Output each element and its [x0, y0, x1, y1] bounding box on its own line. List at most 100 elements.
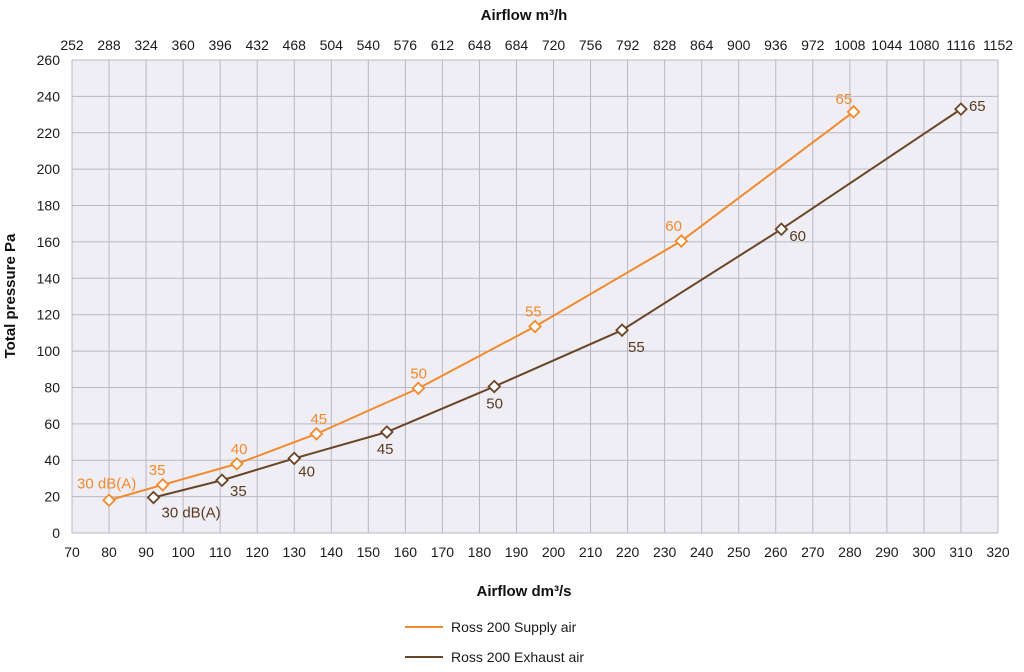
legend-item-supply-air: Ross 200 Supply air: [405, 612, 705, 642]
y-tick-label: 20: [44, 489, 60, 505]
y-tick-label: 80: [44, 379, 60, 395]
top-tick-label: 936: [764, 37, 788, 53]
grid: [71, 59, 999, 534]
x-axis-title: Airflow dm³/s: [476, 583, 571, 600]
x-tick-label: 240: [690, 544, 714, 560]
x-tick-label: 230: [653, 544, 677, 560]
x-tick-label: 270: [801, 544, 825, 560]
top-tick-label: 720: [542, 37, 566, 53]
data-point-supply-air: [674, 234, 689, 248]
top-tick-label: 612: [431, 37, 455, 53]
data-label-exhaust-air: 30 dB(A): [161, 505, 220, 522]
y-tick-label: 220: [37, 125, 61, 141]
data-point-exhaust-air: [379, 425, 394, 439]
x-tick-label: 260: [764, 544, 788, 560]
legend-label-exhaust-air: Ross 200 Exhaust air: [451, 649, 585, 665]
x-tick-label: 160: [394, 544, 418, 560]
x-tick-label: 90: [138, 544, 154, 560]
top-tick-label: 288: [97, 37, 121, 53]
legend-label-supply-air: Ross 200 Supply air: [451, 619, 577, 635]
y-tick-label: 60: [44, 416, 60, 432]
top-tick-label: 252: [60, 37, 84, 53]
data-label-supply-air: 30 dB(A): [77, 475, 136, 492]
y-tick-label: 200: [37, 161, 61, 177]
data-point-exhaust-air: [954, 102, 968, 117]
y-tick-label: 240: [37, 88, 61, 104]
x-tick-label: 130: [283, 544, 307, 560]
series-line-supply-air: [108, 111, 855, 502]
series-exhaust-air: 30 dB(A) 35 40 45 50 55 60 65: [146, 98, 986, 522]
data-label-exhaust-air: 35: [230, 483, 247, 500]
y-tick-label: 0: [52, 525, 60, 541]
y-tick-label: 40: [44, 452, 60, 468]
top-tick-label: 864: [690, 37, 714, 53]
x-tick-label: 300: [912, 544, 936, 560]
chart: 70 80 90 100 110 120 130 140 150 160 170 180 190 200 2…: [2, 7, 1013, 600]
top-tick-label: 792: [616, 37, 640, 53]
y-tick-label: 260: [37, 52, 61, 68]
y-axis-title: Total pressure Pa: [2, 233, 19, 358]
x-axis-ticks: 70 80 90 100 110 120 130 140 150 160 170 180 190 200 2…: [64, 544, 1010, 560]
data-label-supply-air: 55: [525, 304, 542, 321]
y-tick-label: 100: [37, 343, 61, 359]
data-label-supply-air: 40: [231, 441, 248, 458]
x-tick-label: 150: [357, 544, 381, 560]
series-layer: 30 dB(A) 35 40 45 50 55 60 65 30 dB(A) 35 40 45 50 55…: [77, 91, 986, 522]
data-label-exhaust-air: 45: [377, 441, 394, 458]
top-tick-label: 396: [208, 37, 232, 53]
x-tick-label: 190: [505, 544, 529, 560]
data-point-supply-air: [102, 493, 116, 508]
data-point-supply-air: [846, 104, 861, 119]
data-point-supply-air: [309, 426, 324, 441]
x-tick-label: 310: [949, 544, 973, 560]
data-point-exhaust-air: [487, 379, 502, 394]
x-tick-label: 100: [171, 544, 195, 560]
top-tick-label: 684: [505, 37, 529, 53]
data-point-supply-air: [229, 456, 244, 471]
data-point-supply-air: [411, 381, 426, 396]
y-tick-label: 160: [37, 234, 61, 250]
data-point-exhaust-air: [287, 451, 302, 466]
x-tick-label: 200: [542, 544, 566, 560]
top-tick-label: 1044: [871, 37, 902, 53]
top-tick-label: 432: [246, 37, 270, 53]
top-axis-ticks: 252 288 324 360 396 432 468 504 540 576 612 648 684 7…: [60, 37, 1013, 53]
x-tick-label: 210: [579, 544, 603, 560]
data-label-supply-air: 60: [665, 218, 682, 235]
legend: Ross 200 Supply air Ross 200 Exhaust air: [405, 612, 705, 672]
top-tick-label: 324: [134, 37, 158, 53]
top-tick-label: 1008: [834, 37, 865, 53]
top-tick-label: 504: [320, 37, 344, 53]
x-tick-label: 220: [616, 544, 640, 560]
data-label-exhaust-air: 65: [969, 98, 986, 115]
data-label-supply-air: 50: [410, 365, 427, 382]
top-tick-label: 648: [468, 37, 492, 53]
top-tick-label: 468: [283, 37, 307, 53]
x-tick-label: 280: [838, 544, 862, 560]
top-tick-label: 576: [394, 37, 418, 53]
data-point-exhaust-air: [146, 490, 161, 505]
data-label-supply-air: 35: [149, 462, 166, 479]
y-axis-ticks: 0 20 40 60 80 100 120 140 160 180 200 220 240 260: [37, 52, 61, 541]
top-tick-label: 828: [653, 37, 677, 53]
x-tick-label: 120: [246, 544, 270, 560]
data-point-supply-air: [155, 477, 170, 492]
data-label-exhaust-air: 50: [486, 396, 503, 413]
top-tick-label: 900: [727, 37, 751, 53]
data-label-exhaust-air: 60: [789, 228, 806, 245]
legend-swatch-exhaust-air: [405, 656, 443, 658]
x-tick-label: 290: [875, 544, 899, 560]
data-point-supply-air: [528, 319, 542, 334]
x-tick-label: 250: [727, 544, 751, 560]
x-tick-label: 170: [431, 544, 455, 560]
x-tick-label: 70: [64, 544, 80, 560]
x-tick-label: 320: [986, 544, 1010, 560]
y-tick-label: 180: [37, 198, 61, 214]
x-tick-label: 80: [101, 544, 117, 560]
series-line-exhaust-air: [153, 108, 962, 499]
plot-background: [72, 60, 998, 533]
top-tick-label: 1080: [908, 37, 939, 53]
top-tick-label: 1116: [946, 37, 975, 53]
y-tick-label: 140: [37, 270, 61, 286]
data-point-exhaust-air: [774, 222, 789, 237]
